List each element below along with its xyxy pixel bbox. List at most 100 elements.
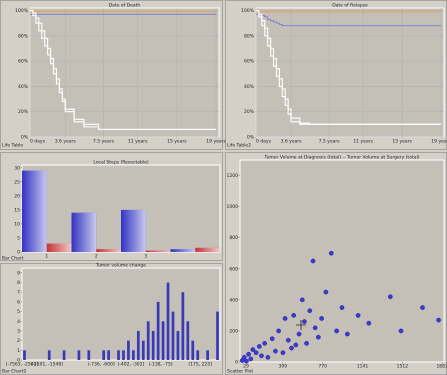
point <box>280 350 286 356</box>
x-tick-label: 3 <box>144 254 147 260</box>
bar <box>102 350 106 360</box>
x-tick-label: 7.5 years <box>93 139 115 145</box>
bar <box>47 350 51 360</box>
bar <box>77 350 81 360</box>
panel-label: Life Table2 <box>227 143 251 149</box>
x-tick-label: (175, 225] <box>188 362 212 368</box>
bar <box>156 301 160 360</box>
bar <box>122 350 125 360</box>
y-tick-label: 30 <box>14 165 20 171</box>
y-tick-label: 80% <box>18 33 29 39</box>
point <box>285 337 291 343</box>
point <box>244 358 249 364</box>
x-tick-label: 770 <box>318 364 327 370</box>
point <box>328 250 334 256</box>
x-tick-label: 3.6 years <box>55 139 77 145</box>
point <box>387 294 393 300</box>
panel-label: Bar Chart2 <box>2 369 26 375</box>
point <box>246 351 251 357</box>
y-tick-label: 10 <box>14 221 20 227</box>
y-tick-label: 80% <box>244 33 255 39</box>
y-tick-label: 0 <box>17 358 20 364</box>
y-tick-label: 800 <box>229 235 238 241</box>
point <box>265 354 271 360</box>
y-tick-label: 5 <box>17 309 20 315</box>
point <box>299 297 305 303</box>
point <box>302 319 307 324</box>
point <box>282 316 288 321</box>
point <box>262 341 268 346</box>
plot-area <box>21 267 221 361</box>
point <box>307 308 313 314</box>
bar <box>176 330 180 360</box>
bar-sheen <box>46 243 72 252</box>
point <box>316 334 321 340</box>
point <box>256 344 262 349</box>
bar-sheen <box>170 249 196 252</box>
panel-label: Life Table <box>2 143 23 149</box>
y-tick-label: 20% <box>244 109 255 115</box>
x-tick-label: 11 years <box>128 139 148 145</box>
x-tick-label: (-7563, -2545] <box>6 362 39 368</box>
bar-sheen <box>96 249 121 252</box>
x-tick-label: 15 years <box>392 139 412 145</box>
y-tick-label: 0% <box>247 135 255 141</box>
bar-sheen <box>71 212 97 252</box>
y-tick-label: 20 <box>14 193 20 199</box>
y-tick-label: 1 <box>17 348 20 354</box>
point <box>355 313 361 318</box>
point <box>312 325 318 331</box>
point <box>250 347 256 352</box>
plot-area <box>255 7 445 138</box>
y-tick-label: 600 <box>229 266 238 272</box>
y-tick-label: 400 <box>229 297 238 303</box>
plot-area <box>29 7 220 138</box>
chart-title: Date of Relapse <box>332 3 368 9</box>
point <box>273 348 278 354</box>
x-tick-label: 1883 <box>436 364 447 370</box>
y-tick-label: 9 <box>17 270 20 276</box>
point <box>310 258 316 264</box>
series-line <box>30 9 217 130</box>
bar <box>161 321 165 360</box>
y-tick-label: 1200 <box>227 173 239 179</box>
y-tick-label: 6 <box>17 299 20 305</box>
y-tick-label: 2 <box>17 338 20 344</box>
bar <box>117 350 120 360</box>
point <box>420 305 425 310</box>
bar <box>132 350 135 360</box>
bar <box>146 321 150 360</box>
bar <box>171 311 175 360</box>
point <box>398 328 404 334</box>
panel-label: Scatter Plot <box>227 369 253 375</box>
point <box>269 336 275 342</box>
x-tick-label: 1141 <box>357 364 369 370</box>
chart-title: Tumor Volume at Diagnosis (total) -- Tum… <box>264 155 420 161</box>
point <box>291 313 297 318</box>
x-tick-label: 399 <box>279 364 288 370</box>
bar-sheen <box>22 170 47 252</box>
y-tick-label: 4 <box>17 319 20 325</box>
y-tick-label: 25 <box>14 179 20 185</box>
x-tick-label: 19 years <box>431 139 447 145</box>
point <box>366 320 372 326</box>
bar <box>196 350 200 360</box>
chart-title: Tumor volume change <box>95 263 146 269</box>
y-tick-label: 7 <box>17 290 20 296</box>
point <box>304 341 309 346</box>
y-tick-label: 0 <box>17 250 20 256</box>
point <box>323 289 329 295</box>
y-tick-label: 3 <box>17 328 20 334</box>
point <box>436 317 441 323</box>
bar <box>136 330 140 360</box>
bar-sheen <box>195 247 220 252</box>
x-tick-label: (-2191, -1548] <box>30 362 63 368</box>
x-tick-label: (-402, -302] <box>117 362 144 368</box>
bar <box>181 292 185 360</box>
bar <box>87 350 91 360</box>
y-tick-label: 40% <box>244 84 255 90</box>
y-tick-label: 60% <box>244 59 255 65</box>
x-tick-label: 11 years <box>353 139 373 145</box>
